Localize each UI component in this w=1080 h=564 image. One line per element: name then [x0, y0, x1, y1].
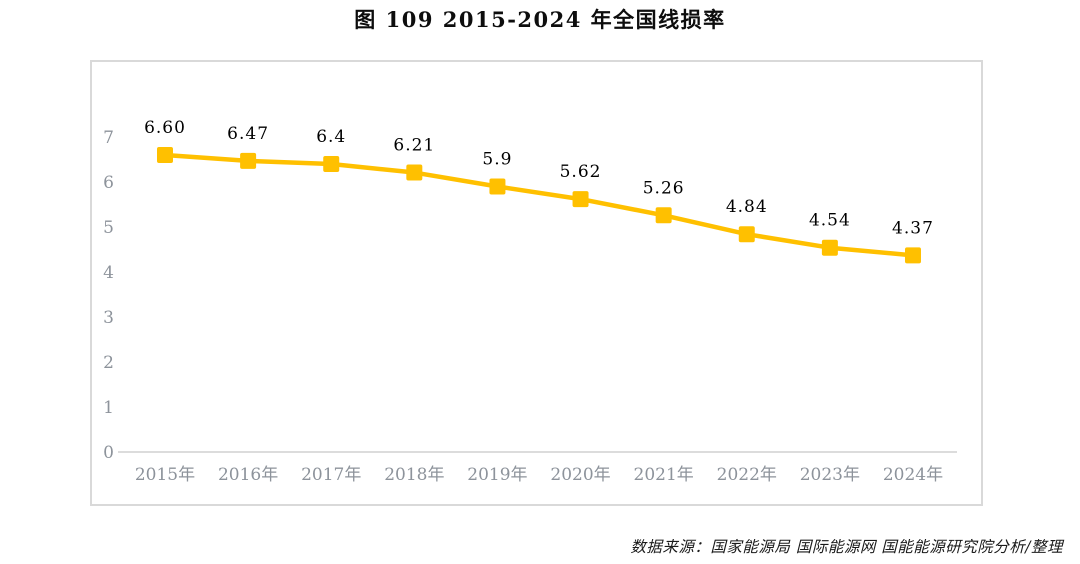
x-axis-tick-label: 2021年: [634, 465, 694, 485]
line-chart: 0 1 2 3 4 5 6 7 6.60 2015年 6.47 2016年 6.4 2017年 6.21 20…: [103, 118, 957, 485]
plot-area: 0 1 2 3 4 5 6 7 6.60 2015年 6.47 2016年 6.4 2017年 6.21 20…: [90, 60, 983, 506]
data-point-label: 4.54: [809, 211, 851, 231]
data-point-label: 6.60: [144, 118, 186, 138]
data-point-label: 4.84: [726, 197, 768, 217]
x-axis-tick-label: 2024年: [883, 465, 943, 485]
chart-title: 图 109 2015-2024 年全国线损率: [354, 7, 726, 32]
y-axis-tick-label: 5: [103, 218, 114, 238]
data-point-marker: [157, 147, 173, 163]
data-point-label: 6.4: [316, 127, 346, 147]
data-point-marker: [489, 178, 506, 195]
x-axis-tick-label: 2018年: [384, 465, 444, 485]
data-point-marker: [904, 247, 921, 264]
x-axis-tick-label: 2022年: [717, 465, 777, 485]
data-point-marker: [240, 152, 257, 169]
y-axis-tick-label: 7: [103, 128, 114, 148]
data-point-marker: [738, 226, 755, 243]
y-axis-tick-label: 1: [103, 398, 114, 418]
y-axis-tick-label: 3: [103, 308, 114, 328]
data-point-label: 6.47: [227, 124, 269, 144]
data-point-marker: [572, 191, 589, 208]
series-line: [162, 152, 916, 258]
x-axis-tick-label: 2016年: [218, 465, 278, 485]
data-point-label: 5.62: [560, 162, 602, 182]
data-point-marker: [655, 207, 672, 224]
data-point-label: 4.37: [892, 218, 934, 238]
data-point-label: 6.21: [393, 136, 435, 156]
x-axis-tick-label: 2023年: [800, 465, 860, 485]
data-source-note: 数据来源：国家能源局 国际能源网 国能能源研究院分析/整理: [630, 538, 1063, 556]
y-axis-tick-label: 2: [103, 353, 114, 373]
data-point-label: 5.9: [482, 150, 512, 170]
y-axis-tick-label: 0: [103, 443, 114, 463]
x-axis-tick-label: 2015年: [135, 465, 195, 485]
data-point-marker: [406, 164, 423, 181]
x-axis-tick-label: 2017年: [301, 465, 361, 485]
data-point-label: 5.26: [643, 178, 685, 198]
y-axis-tick-label: 4: [103, 263, 114, 283]
data-point-marker: [323, 156, 340, 172]
x-axis-tick-label: 2019年: [467, 465, 527, 485]
data-point-marker: [821, 239, 838, 256]
x-axis-tick-label: 2020年: [550, 465, 610, 485]
y-axis-tick-label: 6: [103, 173, 114, 193]
